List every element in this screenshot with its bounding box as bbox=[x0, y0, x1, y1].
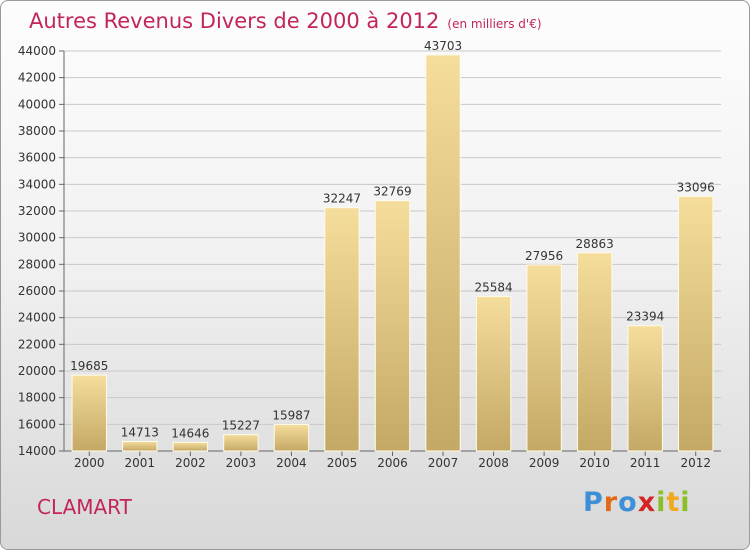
bar-2009 bbox=[526, 264, 562, 452]
y-tick-label: 18000 bbox=[18, 391, 56, 405]
x-tick-label: 2002 bbox=[175, 456, 206, 470]
chart-title-text: Autres Revenus Divers de 2000 à 2012 bbox=[29, 9, 440, 33]
data-labels: 19685 14713 14646 15227 15987 32247 32769 43703… bbox=[70, 39, 715, 440]
proxiti-logo: Proxiti bbox=[583, 487, 691, 518]
data-label: 15227 bbox=[222, 419, 260, 433]
y-tick-label: 32000 bbox=[18, 204, 56, 218]
logo-letter: t bbox=[666, 487, 681, 518]
bar-2012 bbox=[678, 195, 714, 452]
bar-2007 bbox=[425, 54, 461, 452]
axes: 14000 16000 18000 20000 22000 24000 26000 28000… bbox=[18, 44, 721, 470]
logo-letter: x bbox=[637, 487, 657, 518]
chart-title: Autres Revenus Divers de 2000 à 2012 (en … bbox=[29, 9, 542, 33]
x-tick-label: 2008 bbox=[478, 456, 509, 470]
y-tick-label: 20000 bbox=[18, 364, 56, 378]
bar-2010 bbox=[576, 252, 613, 452]
logo-letter: o bbox=[618, 487, 638, 518]
bar-2005 bbox=[324, 207, 360, 452]
x-tick-label: 2011 bbox=[630, 456, 661, 470]
bar-2004 bbox=[273, 424, 310, 452]
x-tick-label: 2006 bbox=[377, 456, 408, 470]
data-label: 14646 bbox=[171, 426, 209, 440]
x-tick-label: 2007 bbox=[428, 456, 459, 470]
x-tick-label: 2009 bbox=[529, 456, 560, 470]
data-label: 43703 bbox=[424, 39, 462, 53]
bar-2000 bbox=[71, 374, 107, 452]
chart-unit: (en milliers d'€) bbox=[447, 17, 542, 31]
y-tick-label: 44000 bbox=[18, 44, 56, 58]
x-tick-label: 2005 bbox=[327, 456, 358, 470]
y-tick-label: 30000 bbox=[18, 231, 56, 245]
bar-2003 bbox=[223, 434, 259, 452]
data-label: 15987 bbox=[272, 409, 310, 423]
bars bbox=[71, 54, 714, 452]
bar-2011 bbox=[627, 325, 663, 452]
y-tick-label: 14000 bbox=[18, 444, 56, 458]
bar-2001 bbox=[122, 440, 158, 452]
data-label: 25584 bbox=[474, 281, 512, 295]
y-tick-label: 26000 bbox=[18, 284, 56, 298]
bar-2008 bbox=[475, 296, 512, 452]
y-tick-label: 40000 bbox=[18, 97, 56, 111]
logo-letter: i bbox=[680, 487, 691, 518]
data-label: 27956 bbox=[525, 249, 563, 263]
y-tick-label: 42000 bbox=[18, 71, 56, 85]
data-label: 32247 bbox=[323, 192, 361, 206]
bar-2006 bbox=[374, 200, 411, 452]
bar-2002 bbox=[172, 441, 209, 452]
x-tick-label: 2010 bbox=[579, 456, 610, 470]
x-tick-label: 2001 bbox=[125, 456, 156, 470]
logo-letter: r bbox=[603, 487, 619, 518]
x-tick-label: 2004 bbox=[276, 456, 307, 470]
y-tick-label: 36000 bbox=[18, 151, 56, 165]
logo-letter: i bbox=[656, 487, 667, 518]
y-tick-label: 16000 bbox=[18, 417, 56, 431]
data-label: 33096 bbox=[677, 180, 715, 194]
y-tick-label: 28000 bbox=[18, 257, 56, 271]
x-tick-label: 2000 bbox=[74, 456, 105, 470]
y-tick-label: 38000 bbox=[18, 124, 56, 138]
data-label: 32769 bbox=[373, 185, 411, 199]
x-tick-label: 2012 bbox=[680, 456, 711, 470]
y-tick-label: 22000 bbox=[18, 337, 56, 351]
y-tick-label: 34000 bbox=[18, 177, 56, 191]
logo-letter: P bbox=[583, 487, 604, 518]
data-label: 14713 bbox=[121, 425, 159, 439]
x-tick-label: 2003 bbox=[226, 456, 257, 470]
y-tick-label: 24000 bbox=[18, 311, 56, 325]
data-label: 19685 bbox=[70, 359, 108, 373]
data-label: 28863 bbox=[576, 237, 614, 251]
data-label: 23394 bbox=[626, 310, 664, 324]
location-label: CLAMART bbox=[37, 495, 132, 519]
